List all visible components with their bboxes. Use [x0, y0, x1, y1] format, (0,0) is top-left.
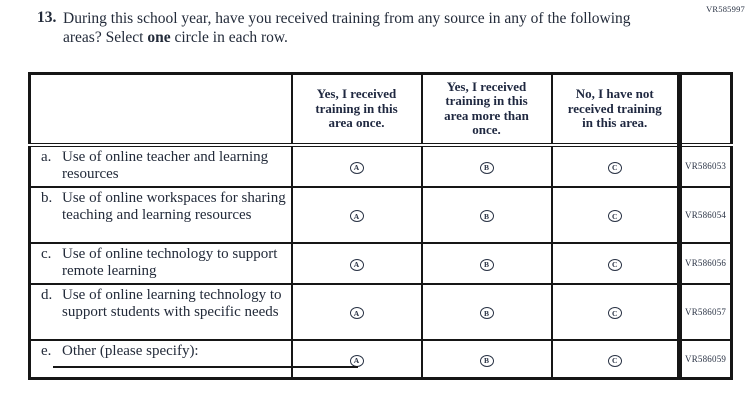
option-circle-b[interactable]: B	[479, 210, 494, 223]
other-specify-writein-line[interactable]	[53, 366, 358, 368]
answer-cell-e-yes-once: A	[290, 338, 423, 380]
row-letter: e.	[41, 342, 52, 359]
answer-cell-a-yes-more: B	[420, 143, 553, 188]
table-row-c: c. Use of online technology to support re…	[28, 241, 733, 285]
training-survey-table: Yes, I received training in this area on…	[28, 72, 733, 380]
answer-cell-b-yes-more: B	[420, 185, 553, 244]
row-letter: c.	[41, 245, 52, 262]
row-code: VR586056	[677, 241, 733, 285]
table-row-b: b. Use of online workspaces for sharing t…	[28, 185, 733, 244]
answer-cell-d-yes-more: B	[420, 282, 553, 341]
question-number: 13.	[37, 9, 57, 26]
row-label-d: d. Use of online learning technology to s…	[28, 282, 293, 341]
answer-cell-c-no: C	[550, 241, 681, 285]
row-label-a: a. Use of online teacher and learning res…	[28, 143, 293, 188]
answer-cell-e-yes-more: B	[420, 338, 553, 380]
option-circle-b[interactable]: B	[479, 258, 494, 271]
row-label-text: Use of online technology to support remo…	[62, 245, 278, 280]
table-row-e: e. Other (please specify): A B C VR586059	[28, 338, 733, 380]
table-header-row: Yes, I received training in this area on…	[28, 72, 733, 147]
option-circle-c[interactable]: C	[607, 161, 622, 174]
option-circle-c[interactable]: C	[607, 354, 622, 367]
option-circle-c[interactable]: C	[607, 307, 622, 320]
row-letter: b.	[41, 189, 53, 206]
header-cell-yes-once: Yes, I received training in this area on…	[290, 72, 423, 147]
header-cell-code	[677, 72, 733, 147]
row-label-text: Use of online teacher and learning resou…	[62, 148, 269, 183]
table-row-a: a. Use of online teacher and learning res…	[28, 143, 733, 188]
row-label-text: Use of online learning technology to sup…	[62, 286, 282, 321]
option-circle-c[interactable]: C	[607, 258, 622, 271]
option-circle-a[interactable]: A	[349, 210, 364, 223]
option-circle-b[interactable]: B	[479, 307, 494, 320]
question-text-start: During this school year, have you receiv…	[63, 10, 631, 46]
row-label-e: e. Other (please specify):	[28, 338, 293, 380]
option-circle-a[interactable]: A	[349, 258, 364, 271]
question-text-bold: one	[147, 29, 171, 46]
row-code: VR586057	[677, 282, 733, 341]
row-label-c: c. Use of online technology to support re…	[28, 241, 293, 285]
row-code: VR586059	[677, 338, 733, 380]
option-circle-a[interactable]: A	[349, 161, 364, 174]
option-circle-b[interactable]: B	[479, 161, 494, 174]
row-letter: d.	[41, 286, 53, 303]
row-code: VR586053	[677, 143, 733, 188]
answer-cell-a-yes-once: A	[290, 143, 423, 188]
answer-cell-b-yes-once: A	[290, 185, 423, 244]
question-text: During this school year, have you receiv…	[63, 9, 663, 47]
question: 13. During this school year, have you re…	[37, 9, 663, 47]
header-cell-yes-more-than-once: Yes, I received training in this area mo…	[420, 72, 553, 147]
row-label-b: b. Use of online workspaces for sharing t…	[28, 185, 293, 244]
answer-cell-d-yes-once: A	[290, 282, 423, 341]
header-cell-no-training: No, I have not received training in this…	[550, 72, 681, 147]
answer-cell-c-yes-once: A	[290, 241, 423, 285]
answer-cell-e-no: C	[550, 338, 681, 380]
row-label-text: Other (please specify):	[62, 342, 199, 359]
header-cell-blank	[28, 72, 293, 147]
row-letter: a.	[41, 148, 52, 165]
option-circle-c[interactable]: C	[607, 210, 622, 223]
answer-cell-c-yes-more: B	[420, 241, 553, 285]
row-code: VR586054	[677, 185, 733, 244]
option-circle-a[interactable]: A	[349, 307, 364, 320]
table-row-d: d. Use of online learning technology to s…	[28, 282, 733, 341]
answer-cell-b-no: C	[550, 185, 681, 244]
form-code: VR585997	[706, 4, 745, 14]
option-circle-b[interactable]: B	[479, 354, 494, 367]
question-text-end: circle in each row.	[170, 29, 288, 46]
option-circle-a[interactable]: A	[349, 354, 364, 367]
row-label-text: Use of online workspaces for sharing tea…	[62, 189, 286, 224]
answer-cell-a-no: C	[550, 143, 681, 188]
answer-cell-d-no: C	[550, 282, 681, 341]
